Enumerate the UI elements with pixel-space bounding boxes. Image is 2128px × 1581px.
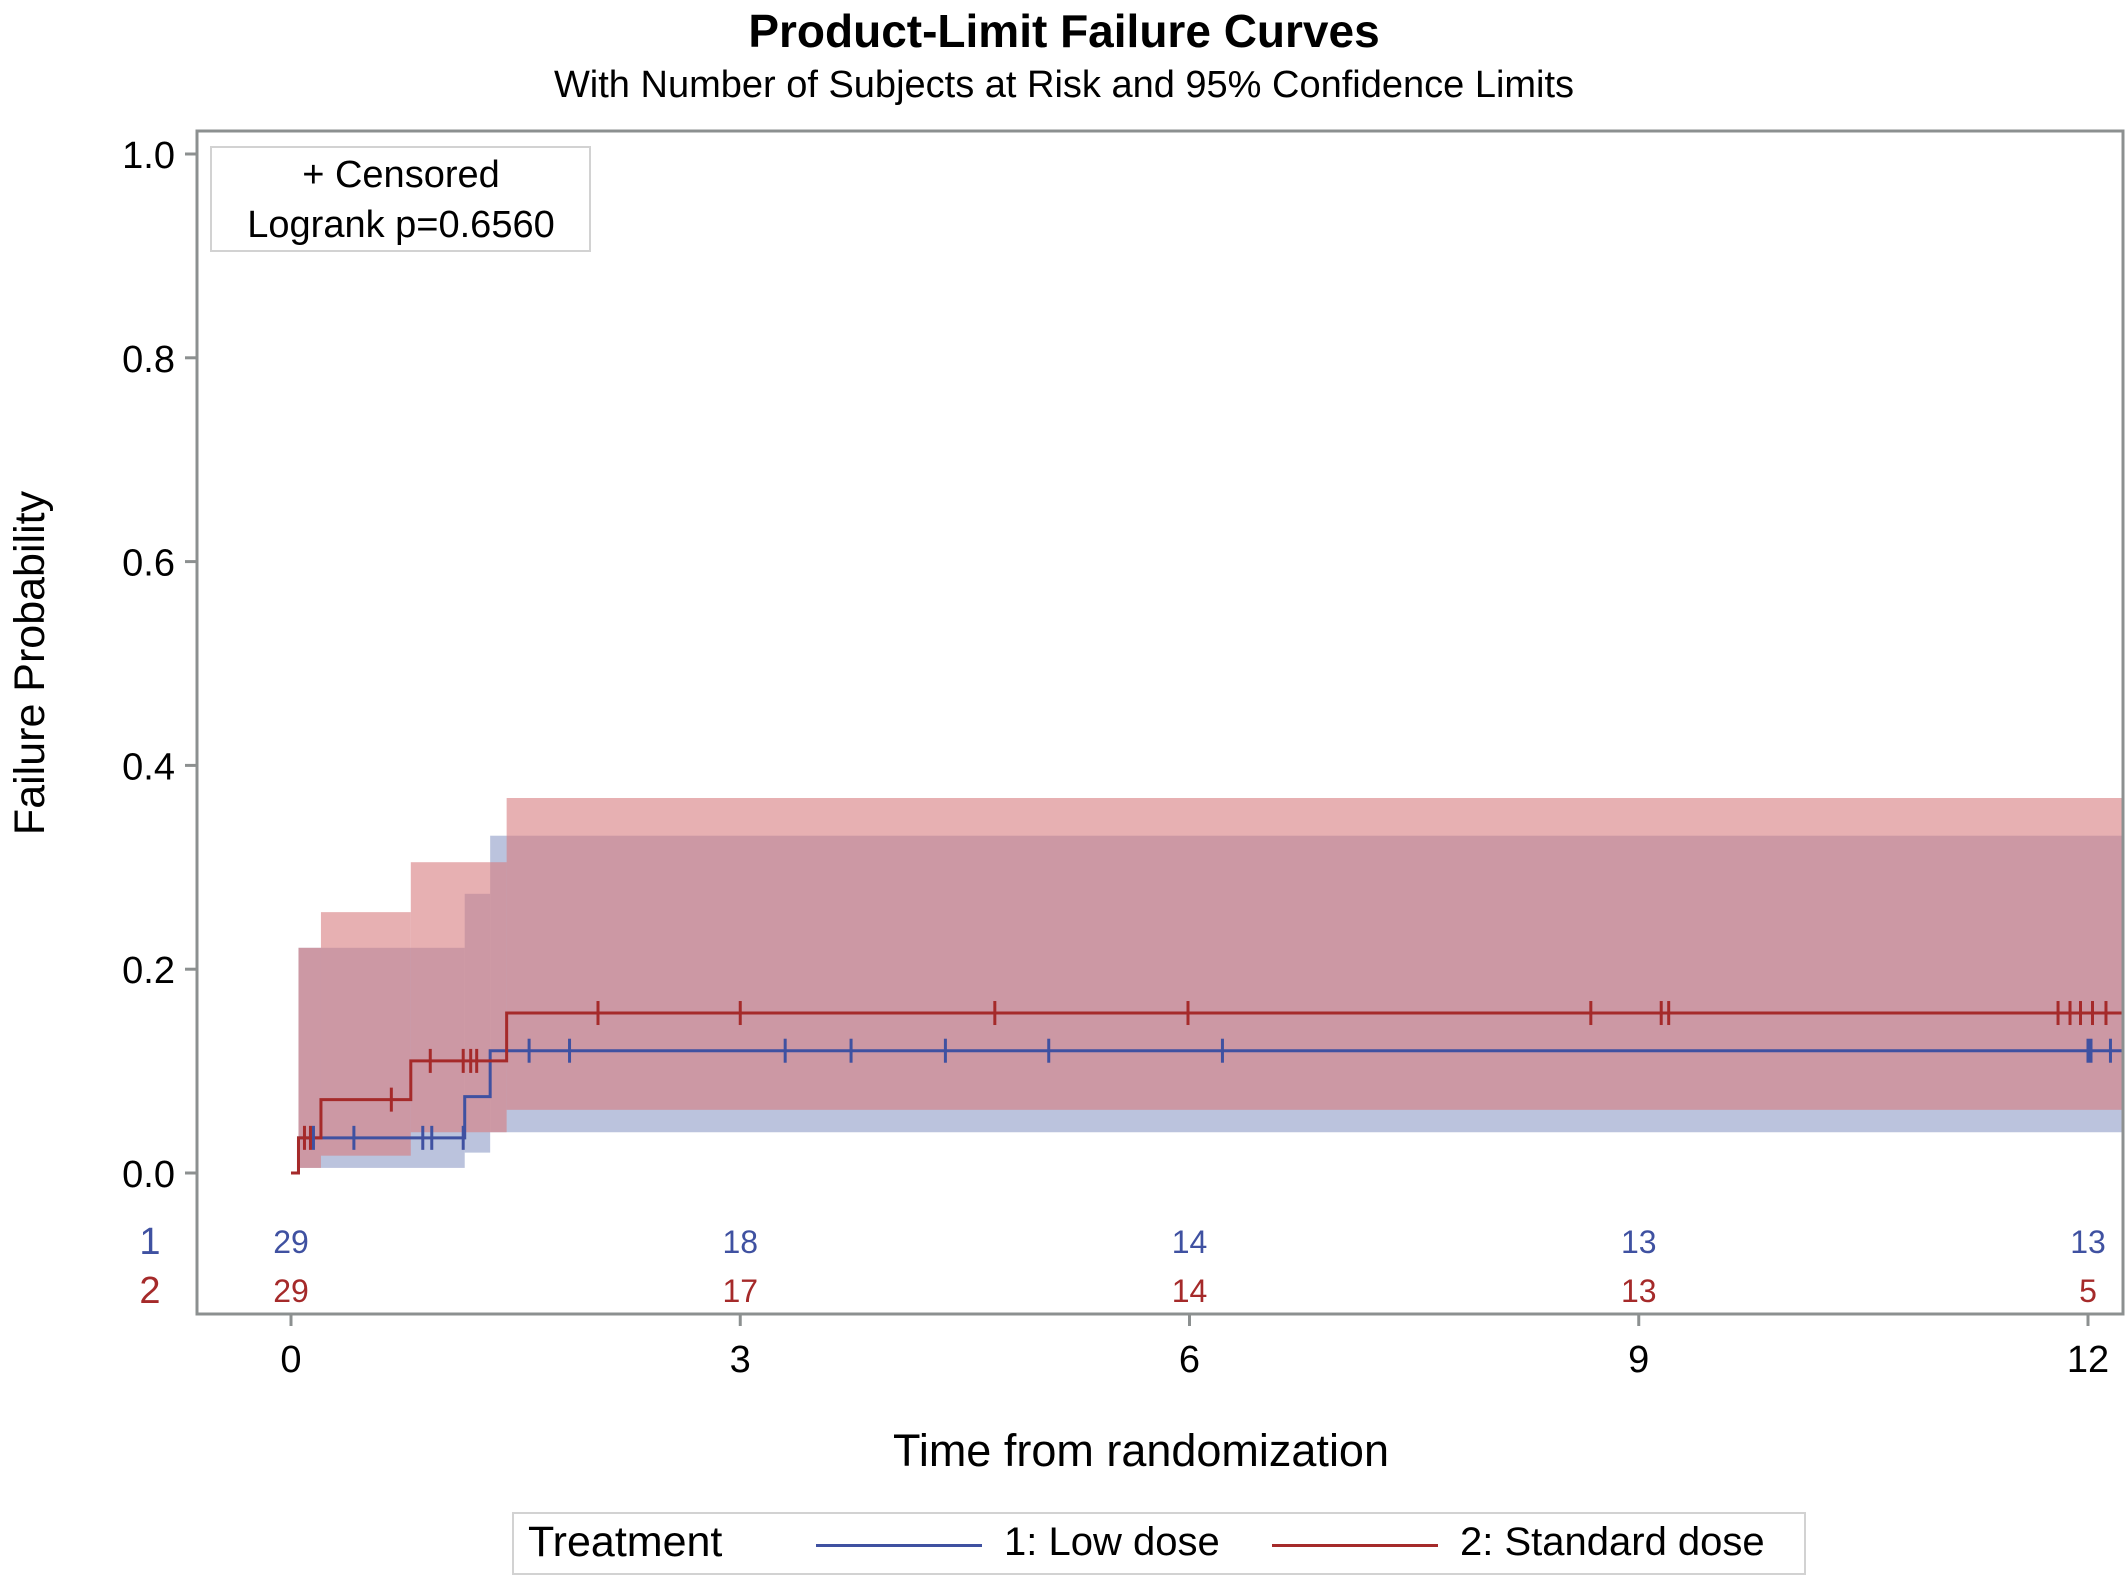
censored-marks [302, 1001, 2112, 1150]
axes: 0.00.20.40.60.81.00 3 6 9 12 [122, 135, 2109, 1381]
x-axis-label: Time from randomization [893, 1425, 1389, 1476]
risk-count-group1: 13 [1621, 1224, 1657, 1260]
y-tick-label: 1.0 [122, 135, 175, 177]
logrank-label: Logrank p=0.6560 [247, 204, 554, 246]
confidence-band-group2-seg-1 [320, 912, 411, 1156]
x-tick-label: 3 [730, 1339, 751, 1381]
risk-count-group2: 14 [1172, 1273, 1208, 1309]
risk-row-label-1: 1 [139, 1221, 160, 1263]
risk-count-group1: 14 [1172, 1224, 1208, 1260]
y-tick-label: 0.8 [122, 339, 175, 381]
y-tick-label: 0.2 [122, 950, 175, 992]
plot-frame [195, 129, 2125, 1316]
confidence-band-group2-seg-0 [298, 947, 321, 1168]
inset-box: + Censored Logrank p=0.6560 [210, 146, 591, 252]
x-tick-label: 6 [1179, 1339, 1200, 1381]
confidence-band-group2-seg-2 [410, 862, 507, 1133]
x-tick-label: 0 [280, 1339, 301, 1381]
risk-count-group2: 5 [2079, 1273, 2097, 1309]
chart-title: Product-Limit Failure Curves [748, 5, 1380, 57]
risk-row-label-2: 2 [139, 1270, 160, 1312]
failure-curves [291, 1011, 2123, 1175]
confidence-bands [298, 798, 2124, 1168]
x-tick-label: 12 [2067, 1339, 2109, 1381]
legend-line-low-dose [816, 1544, 982, 1547]
legend-label-low-dose: 1: Low dose [1004, 1520, 1220, 1564]
risk-count-group2: 29 [273, 1273, 309, 1309]
y-axis-label: Failure Probability [6, 490, 54, 835]
risk-count-group1: 18 [722, 1224, 758, 1260]
x-tick-label: 9 [1628, 1339, 1649, 1381]
confidence-band-group2-seg-3 [506, 798, 2123, 1110]
y-tick-label: 0.4 [122, 746, 175, 788]
legend-title: Treatment [528, 1518, 723, 1566]
risk-count-group1: 29 [273, 1224, 309, 1260]
risk-count-group2: 13 [1621, 1273, 1657, 1309]
legend-label-standard-dose: 2: Standard dose [1460, 1520, 1765, 1564]
risk-count-group1: 13 [2070, 1224, 2106, 1260]
legend-line-standard-dose [1272, 1544, 1438, 1547]
y-tick-label: 0.0 [122, 1154, 175, 1196]
y-tick-label: 0.6 [122, 543, 175, 585]
risk-count-group2: 17 [722, 1273, 758, 1309]
censored-label: + Censored [302, 154, 500, 196]
chart-subtitle: With Number of Subjects at Risk and 95% … [553, 64, 1575, 106]
inset-border [210, 146, 591, 252]
failure-curve-group2 [291, 1011, 2123, 1175]
legend: Treatment 1: Low dose 2: Standard dose [512, 1512, 1806, 1575]
risk-table: 1 2 29 29 18 17 14 14 13 13 13 5 [139, 1221, 2105, 1312]
